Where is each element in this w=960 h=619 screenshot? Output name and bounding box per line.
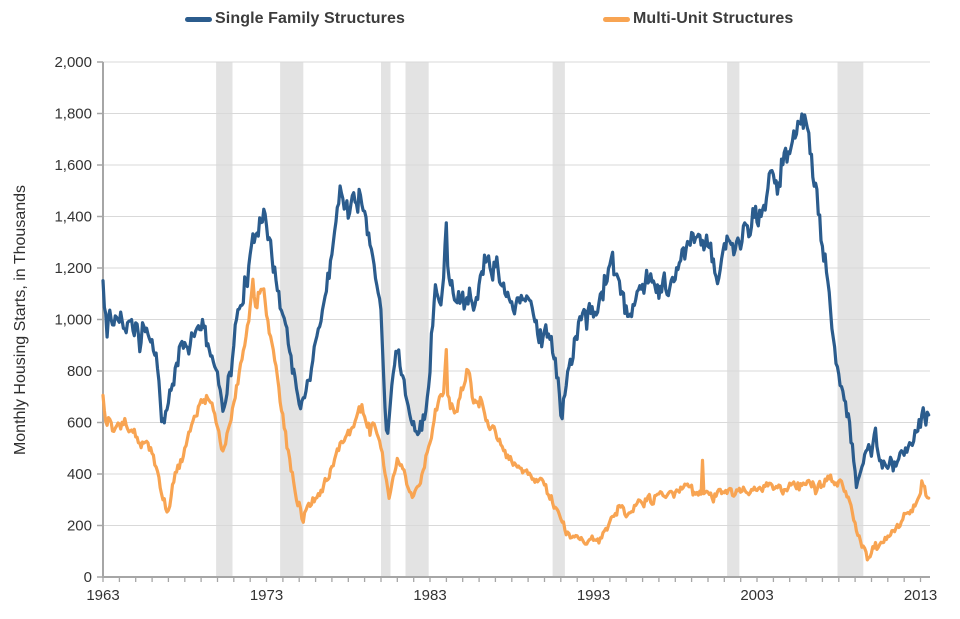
- svg-text:800: 800: [67, 363, 92, 380]
- svg-text:1,600: 1,600: [54, 157, 92, 174]
- legend-line-single-family-icon: [185, 16, 212, 22]
- legend-item-single-family: Single Family Structures: [185, 9, 405, 29]
- svg-text:1,400: 1,400: [54, 209, 92, 226]
- legend-label-multi-unit: Multi-Unit Structures: [633, 10, 794, 27]
- legend-label-single-family: Single Family Structures: [215, 10, 406, 27]
- svg-text:2,000: 2,000: [54, 54, 92, 71]
- legend-item-multi-unit: Multi-Unit Structures: [603, 9, 793, 29]
- svg-text:1,200: 1,200: [54, 260, 92, 277]
- svg-text:1993: 1993: [577, 587, 610, 604]
- svg-text:2003: 2003: [740, 587, 773, 604]
- svg-text:1983: 1983: [413, 587, 446, 604]
- svg-text:1963: 1963: [86, 587, 119, 604]
- svg-text:2013: 2013: [904, 587, 937, 604]
- svg-text:600: 600: [67, 415, 92, 432]
- svg-text:1,000: 1,000: [54, 312, 92, 329]
- svg-text:200: 200: [67, 518, 92, 535]
- svg-text:1973: 1973: [250, 587, 283, 604]
- svg-text:400: 400: [67, 466, 92, 483]
- legend-line-multi-unit-icon: [603, 16, 630, 22]
- svg-text:1,800: 1,800: [54, 106, 92, 123]
- svg-text:0: 0: [84, 569, 92, 586]
